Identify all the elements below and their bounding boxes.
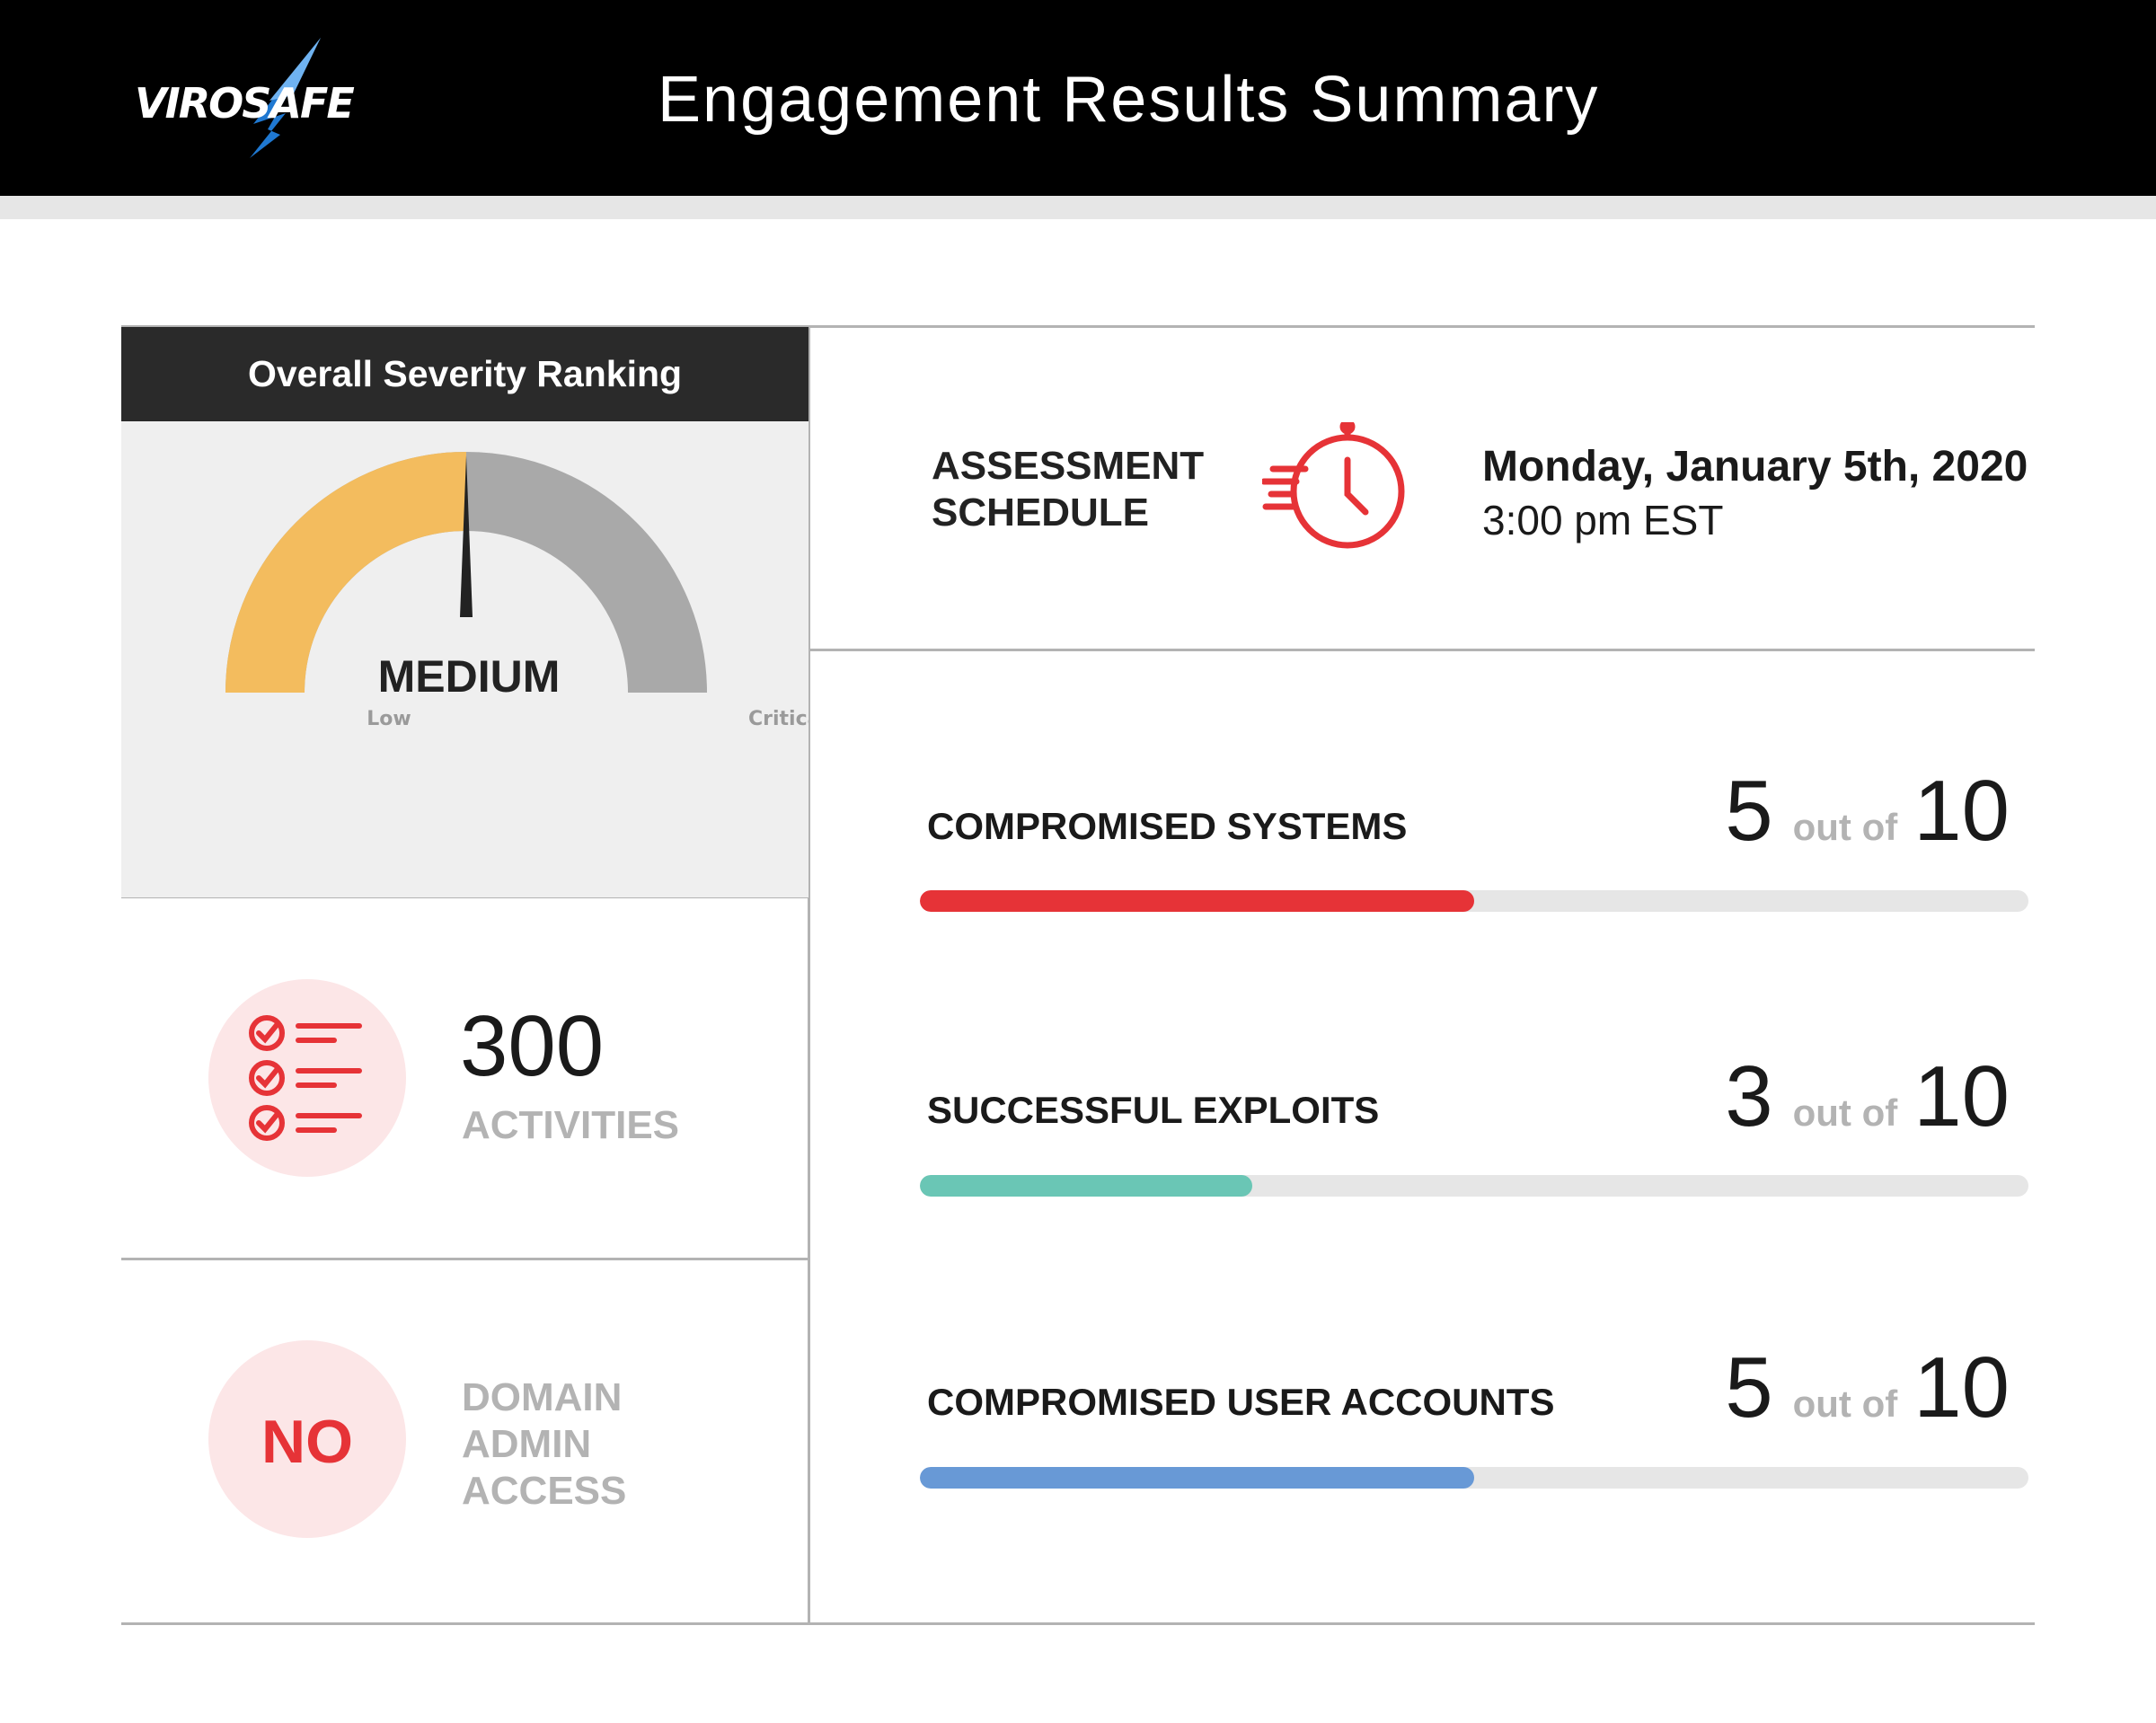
admin-access-label: DOMAIN ADMIN ACCESS xyxy=(462,1374,695,1515)
metric-value-compromised-user-accounts: 5 out of 10 xyxy=(1725,1339,2010,1437)
schedule-date: Monday, January 5th, 2020 xyxy=(1482,443,2028,490)
activities-count: 300 xyxy=(460,998,605,1094)
schedule-label-line: ASSESSMENT xyxy=(932,444,1205,488)
divider-vertical xyxy=(808,325,810,1625)
progress-bar-compromised-systems xyxy=(920,890,2028,912)
metric-connector: out of xyxy=(1792,806,1898,848)
header-divider xyxy=(0,196,2156,219)
activities-icon-circle xyxy=(208,979,406,1177)
checklist-icon xyxy=(249,1015,362,1141)
severity-level: MEDIUM xyxy=(378,651,561,702)
gauge-needle xyxy=(460,455,473,617)
metric-label-successful-exploits: SUCCESSFUL EXPLOITS xyxy=(927,1089,1380,1131)
metric-count: 3 xyxy=(1725,1048,1773,1144)
page-title: Engagement Results Summary xyxy=(658,64,1600,136)
gauge-fill xyxy=(225,452,467,694)
admin-access-circle xyxy=(208,1340,406,1538)
activities-label: ACTIVITIES xyxy=(462,1103,680,1147)
admin-label-line: ACCESS xyxy=(462,1469,627,1513)
metric-count: 5 xyxy=(1725,1339,1773,1436)
metric-total: 10 xyxy=(1913,763,2010,859)
metric-connector: out of xyxy=(1792,1383,1898,1425)
metric-total: 10 xyxy=(1913,1339,2010,1436)
progress-bar-compromised-user-accounts xyxy=(920,1467,2028,1489)
admin-access-value: NO xyxy=(261,1408,353,1476)
progress-fill xyxy=(920,1467,1474,1489)
severity-title: Overall Severity Ranking xyxy=(121,327,808,421)
stopwatch-icon xyxy=(1262,422,1405,549)
progress-fill xyxy=(920,890,1474,912)
schedule-time: 3:00 pm EST xyxy=(1482,497,1724,543)
severity-high-label: Critical xyxy=(748,708,808,730)
logo-arrow-icon xyxy=(250,38,321,158)
metric-label-compromised-systems: COMPROMISED SYSTEMS xyxy=(927,805,1408,847)
schedule-label: ASSESSMENT SCHEDULE xyxy=(932,443,1219,536)
severity-panel: Overall Severity Ranking MEDIUM Low Crit… xyxy=(121,327,808,897)
metric-total: 10 xyxy=(1913,1048,2010,1144)
metric-count: 5 xyxy=(1725,763,1773,859)
severity-gauge: MEDIUM Low Critical xyxy=(225,452,808,730)
logo-text: VIROSAFE xyxy=(135,79,355,128)
virosafe-logo: VIROSAFE xyxy=(135,36,368,162)
metric-label-compromised-user-accounts: COMPROMISED USER ACCOUNTS xyxy=(927,1381,1555,1423)
divider-schedule xyxy=(808,649,2035,651)
metric-connector: out of xyxy=(1792,1091,1898,1134)
divider-bottom xyxy=(121,1622,2035,1625)
header-bar: VIROSAFE Engagement Results Summary xyxy=(0,0,2156,196)
progress-bar-successful-exploits xyxy=(920,1175,2028,1197)
metric-value-successful-exploits: 3 out of 10 xyxy=(1725,1047,2010,1146)
divider-left-2 xyxy=(121,1258,809,1260)
admin-label-line: ADMIN xyxy=(462,1422,592,1466)
progress-fill xyxy=(920,1175,1253,1197)
severity-low-label: Low xyxy=(367,708,411,730)
divider-top xyxy=(121,325,2035,328)
admin-label-line: DOMAIN xyxy=(462,1375,623,1419)
schedule-label-line: SCHEDULE xyxy=(932,490,1150,535)
metric-value-compromised-systems: 5 out of 10 xyxy=(1725,762,2010,861)
